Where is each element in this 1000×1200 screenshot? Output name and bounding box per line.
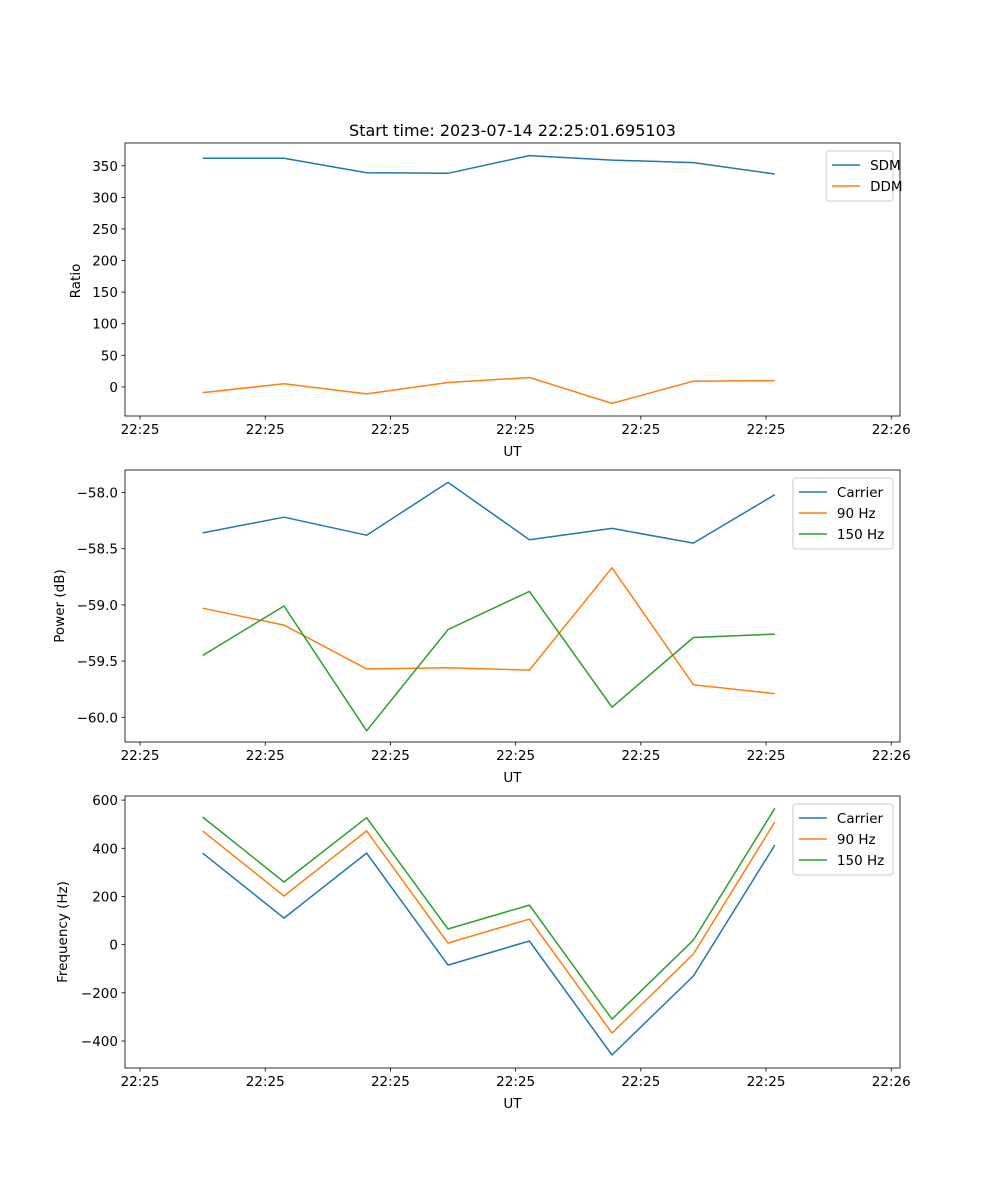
series-line-carrier: [202, 481, 776, 544]
series-line-150-hz: [202, 590, 775, 732]
y-tick-label: 350: [92, 159, 118, 175]
x-tick-label: 22:25: [496, 422, 535, 438]
x-tick-label: 22:26: [872, 1074, 911, 1090]
legend-label: Carrier: [837, 811, 884, 827]
legend: SDM DDM: [825, 150, 903, 202]
x-tick-label: 22:25: [246, 748, 285, 764]
y-tick-label: 200: [92, 889, 118, 905]
y-tick-label: −58.0: [77, 485, 118, 501]
series-line-150-hz: [202, 807, 776, 1020]
y-tick-label: −60.0: [77, 710, 118, 726]
x-tick-label: 22:25: [371, 1074, 410, 1090]
axes-frame: [124, 795, 901, 1069]
y-tick-label: 50: [101, 348, 118, 364]
x-tick-label: 22:25: [121, 748, 160, 764]
y-tick-label: −59.0: [77, 598, 118, 614]
legend-box: [825, 150, 894, 202]
axes-frame: [124, 469, 901, 743]
legend-label: 150 Hz: [837, 527, 884, 543]
axes-frame: [124, 142, 901, 417]
legend: Carrier 90 Hz 150 Hz: [792, 803, 894, 876]
legend-label: SDM: [870, 158, 901, 174]
x-tick-label: 22:25: [621, 1074, 660, 1090]
legend-box: [792, 477, 894, 550]
subplot-ratio: Start time: 2023-07-14 22:25:01.695103 U…: [68, 121, 911, 460]
y-tick-label: 300: [92, 190, 118, 206]
x-axis-label: UT: [503, 444, 522, 460]
series-line-sdm: [202, 154, 775, 175]
legend-label: 90 Hz: [837, 506, 876, 522]
y-axis-label: Power (dB): [52, 569, 68, 642]
y-axis-label: Frequency (Hz): [55, 881, 71, 983]
series-line-ddm: [202, 376, 775, 405]
x-tick-label: 22:25: [121, 422, 160, 438]
subplot-frequency: UT Frequency (Hz) 22:25 22:25 22:25 22:25 22…: [55, 793, 911, 1112]
x-tick-label: 22:25: [371, 422, 410, 438]
x-tick-label: 22:25: [747, 422, 786, 438]
x-tick-label: 22:25: [496, 1074, 535, 1090]
y-tick-label: 0: [109, 380, 118, 396]
legend: Carrier 90 Hz 150 Hz: [792, 477, 894, 550]
legend-box: [792, 803, 894, 876]
y-tick-label: 250: [92, 222, 118, 238]
x-tick-label: 22:25: [621, 422, 660, 438]
x-tick-label: 22:25: [621, 748, 660, 764]
series-line-carrier: [202, 844, 776, 1056]
legend-label: 150 Hz: [837, 853, 884, 869]
x-tick-label: 22:25: [496, 748, 535, 764]
x-tick-label: 22:25: [246, 422, 285, 438]
series-line-90-hz: [202, 821, 776, 1034]
x-axis-label: UT: [503, 1096, 522, 1112]
y-tick-label: 200: [92, 254, 118, 270]
x-axis-label: UT: [503, 770, 522, 786]
x-tick-label: 22:26: [872, 422, 911, 438]
y-tick-label: −58.5: [77, 542, 118, 558]
x-tick-label: 22:25: [246, 1074, 285, 1090]
y-tick-label: −200: [81, 986, 118, 1002]
y-axis-label: Ratio: [68, 264, 84, 299]
series-line-90-hz: [202, 567, 775, 695]
chart-title: Start time: 2023-07-14 22:25:01.695103: [349, 121, 676, 140]
x-tick-label: 22:25: [121, 1074, 160, 1090]
x-tick-label: 22:26: [872, 748, 911, 764]
y-tick-label: −59.5: [77, 654, 118, 670]
x-tick-label: 22:25: [747, 1074, 786, 1090]
legend-label: DDM: [870, 179, 902, 195]
subplot-power: UT Power (dB) 22:25 22:25 22:25 22:25 22:25 2…: [52, 469, 911, 786]
y-tick-label: 400: [92, 841, 118, 857]
legend-label: 90 Hz: [837, 832, 876, 848]
y-tick-label: 600: [92, 793, 118, 809]
y-tick-label: −400: [81, 1034, 118, 1050]
y-tick-label: 150: [92, 285, 118, 301]
y-tick-label: 0: [109, 938, 118, 954]
x-tick-label: 22:25: [747, 748, 786, 764]
x-tick-label: 22:25: [371, 748, 410, 764]
legend-label: Carrier: [837, 485, 884, 501]
y-tick-label: 100: [92, 317, 118, 333]
